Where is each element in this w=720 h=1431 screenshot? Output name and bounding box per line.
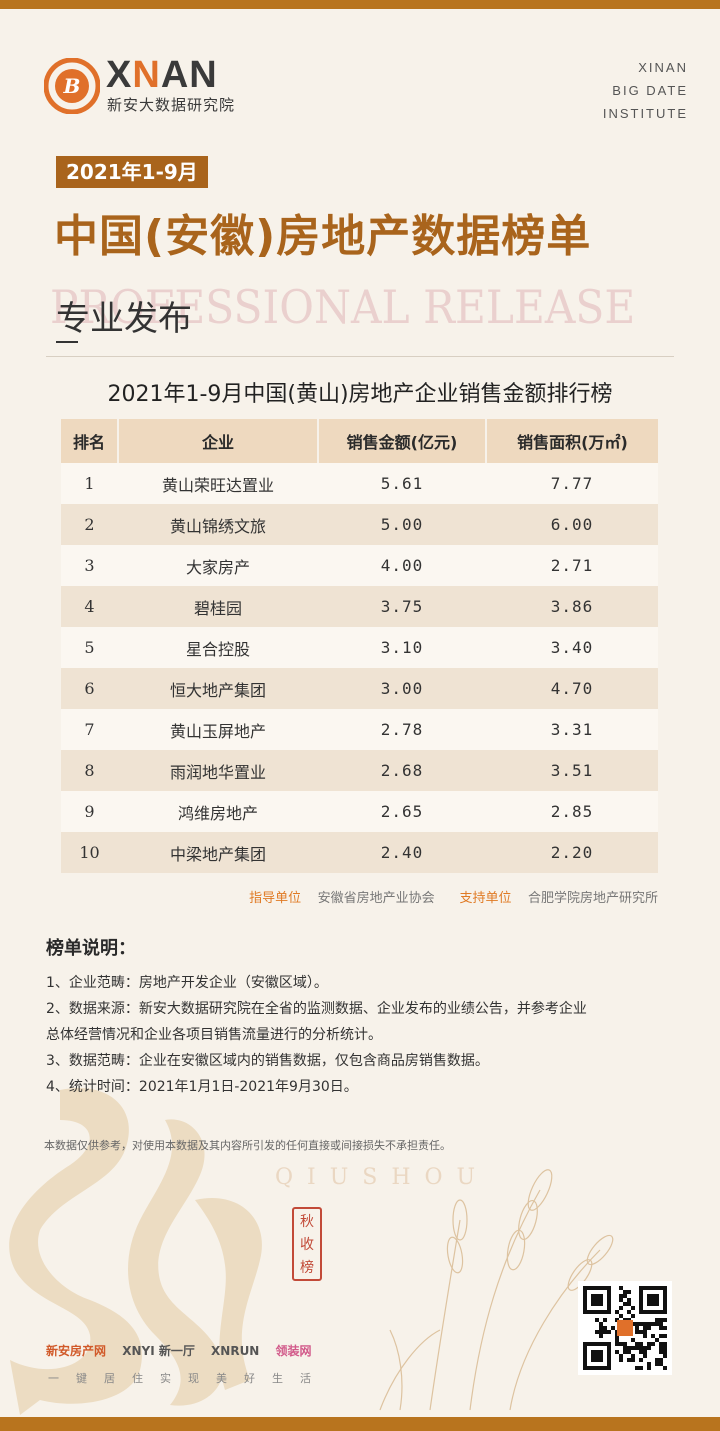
sponsors-line: 指导单位 安徽省房地产业协会 支持单位 合肥学院房地产研究所 [249, 887, 658, 906]
amount-cell: 5.00 [318, 504, 486, 545]
professional-release-label: 专业发布 [56, 299, 192, 339]
guide-unit-label: 指导单位 [249, 891, 302, 906]
amount-cell: 5.61 [318, 463, 486, 504]
area-cell: 3.31 [486, 709, 658, 750]
company-cell: 黄山锦绣文旅 [118, 504, 318, 545]
table-row: 7 黄山玉屏地产 2.78 3.31 [61, 709, 658, 750]
area-cell: 2.20 [486, 832, 658, 873]
amount-cell: 2.65 [318, 791, 486, 832]
rank-cell: 2 [61, 504, 118, 545]
rank-cell: 1 [61, 463, 118, 504]
table-row: 10 中梁地产集团 2.40 2.20 [61, 832, 658, 873]
amount-cell: 4.00 [318, 545, 486, 586]
xinan-logo: B XNAN 新安大数据研究院 [44, 54, 254, 116]
company-cell: 中梁地产集团 [118, 832, 318, 873]
rank-cell: 9 [61, 791, 118, 832]
partner-logo: 领装网 [275, 1344, 312, 1358]
area-cell: 3.86 [486, 586, 658, 627]
table-row: 8 雨润地华置业 2.68 3.51 [61, 750, 658, 791]
partner-logos: 新安房产网 XNYI 新一厅 XNRUN 领装网 [46, 1342, 324, 1359]
logo-wordmark: XNAN [106, 54, 218, 96]
disclaimer: 本数据仅供参考，对使用本数据及其内容所引发的任何直接或间接损失不承担责任。 [44, 1139, 451, 1152]
company-cell: 大家房产 [118, 545, 318, 586]
qiushou-watermark: QIUSHOU [275, 1165, 490, 1190]
company-cell: 雨润地华置业 [118, 750, 318, 791]
partner-logo: XNRUN [211, 1344, 260, 1358]
table-row: 5 星合控股 3.10 3.40 [61, 627, 658, 668]
top-accent-bar [0, 0, 720, 9]
table-row: 4 碧桂园 3.75 3.86 [61, 586, 658, 627]
area-cell: 3.51 [486, 750, 658, 791]
area-cell: 7.77 [486, 463, 658, 504]
company-cell: 恒大地产集团 [118, 668, 318, 709]
notes-section: 榜单说明： 1、企业范畴：房地产开发企业（安徽区域）。 2、数据来源：新安大数据… [46, 934, 686, 1100]
period-badge: 2021年1-9月 [56, 156, 208, 188]
column-header: 排名 [61, 419, 119, 463]
company-cell: 星合控股 [118, 627, 318, 668]
note-line: 2、数据来源：新安大数据研究院在全省的监测数据、企业发布的业绩公告，并参考企业 [46, 1001, 587, 1017]
amount-cell: 2.68 [318, 750, 486, 791]
company-cell: 黄山荣旺达置业 [118, 463, 318, 504]
rank-cell: 8 [61, 750, 118, 791]
table-row: 1 黄山荣旺达置业 5.61 7.77 [61, 463, 658, 504]
table-row: 6 恒大地产集团 3.00 4.70 [61, 668, 658, 709]
xinan-logo-icon: B [44, 58, 100, 114]
table-header-row: 排名 企业 销售金额(亿元) 销售面积(万㎡) [61, 419, 658, 463]
note-line: 总体经营情况和企业各项目销售流量进行的分析统计。 [46, 1027, 382, 1043]
notes-title: 榜单说明： [46, 938, 136, 959]
rank-cell: 4 [61, 586, 118, 627]
watermark-professional-release: PROFESSIONAL RELEASE [50, 280, 636, 334]
column-header: 销售面积(万㎡) [486, 419, 658, 463]
company-cell: 鸿维房地产 [118, 791, 318, 832]
logo-subtitle: 新安大数据研究院 [107, 96, 236, 114]
underline-mark [56, 341, 78, 343]
bottom-accent-bar [0, 1417, 720, 1431]
institute-name: XINAN BIG DATE INSTITUTE [602, 60, 688, 121]
company-cell: 黄山玉屏地产 [118, 709, 318, 750]
guide-unit-org: 安徽省房地产业协会 [317, 891, 435, 906]
amount-cell: 3.00 [318, 668, 486, 709]
rank-cell: 10 [61, 832, 118, 873]
note-line: 3、数据范畴：企业在安徽区域内的销售数据，仅包含商品房销售数据。 [46, 1053, 489, 1069]
amount-cell: 3.75 [318, 586, 486, 627]
column-header: 企业 [118, 419, 319, 463]
divider [46, 356, 674, 357]
rank-cell: 7 [61, 709, 118, 750]
area-cell: 2.85 [486, 791, 658, 832]
area-cell: 3.40 [486, 627, 658, 668]
qr-code [578, 1281, 672, 1375]
amount-cell: 3.10 [318, 627, 486, 668]
seal-stamp: 秋 收 榜 [292, 1207, 322, 1281]
page-title: 中国(安徽)房地产数据榜单 [54, 211, 592, 262]
area-cell: 4.70 [486, 668, 658, 709]
table-row: 3 大家房产 4.00 2.71 [61, 545, 658, 586]
company-cell: 碧桂园 [118, 586, 318, 627]
area-cell: 6.00 [486, 504, 658, 545]
amount-cell: 2.40 [318, 832, 486, 873]
rank-cell: 3 [61, 545, 118, 586]
table-row: 9 鸿维房地产 2.65 2.85 [61, 791, 658, 832]
table-title: 2021年1-9月中国(黄山)房地产企业销售金额排行榜 [107, 382, 613, 407]
partner-logo: 新安房产网 [46, 1344, 107, 1358]
support-unit-label: 支持单位 [459, 891, 512, 906]
note-line: 4、统计时间：2021年1月1日-2021年9月30日。 [46, 1079, 358, 1095]
column-header: 销售金额(亿元) [318, 419, 487, 463]
autumn-harvest-illustration [9, 1088, 614, 1415]
area-cell: 2.71 [486, 545, 658, 586]
partner-logo: XNYI 新一厅 [122, 1344, 195, 1358]
slogan: 一键居住实现美好生活 [48, 1372, 328, 1385]
qr-code-icon [583, 1286, 667, 1370]
svg-text:B: B [63, 74, 81, 98]
ranking-table: 排名 企业 销售金额(亿元) 销售面积(万㎡) 1 黄山荣旺达置业 5.61 7.77… [61, 419, 658, 873]
table-row: 2 黄山锦绣文旅 5.00 6.00 [61, 504, 658, 545]
rank-cell: 6 [61, 668, 118, 709]
amount-cell: 2.78 [318, 709, 486, 750]
rank-cell: 5 [61, 627, 118, 668]
support-unit-org: 合肥学院房地产研究所 [527, 891, 658, 906]
note-line: 1、企业范畴：房地产开发企业（安徽区域）。 [46, 975, 328, 991]
